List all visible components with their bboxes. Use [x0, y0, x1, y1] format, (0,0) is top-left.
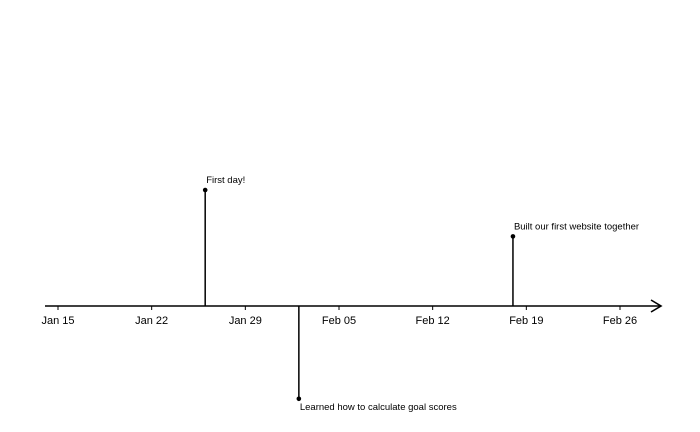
- tick-label: Feb 05: [322, 315, 356, 327]
- event-label: First day!: [206, 175, 245, 186]
- event-label: Built our first website together: [514, 221, 639, 232]
- event-marker: [510, 234, 516, 239]
- tick-label: Jan 29: [229, 315, 262, 327]
- event-labels: First day! Learned how to calculate goal …: [206, 175, 639, 413]
- axis-arrowhead: [650, 299, 663, 313]
- event-marker: [202, 187, 208, 193]
- tick-label: Jan 15: [41, 315, 74, 327]
- axis-ticks: Jan 15 Jan 22 Jan 29 Feb 05 Feb 12 Feb 19 Feb …: [41, 306, 637, 327]
- event-marker: [296, 396, 302, 402]
- event-label: Learned how to calculate goal scores: [300, 402, 457, 413]
- tick-label: Feb 26: [603, 315, 637, 327]
- tick-label: Feb 12: [416, 315, 450, 327]
- time-axis: [45, 299, 663, 313]
- event-stems: [202, 187, 516, 402]
- tick-label: Feb 19: [509, 315, 543, 327]
- tick-label: Jan 22: [135, 315, 168, 327]
